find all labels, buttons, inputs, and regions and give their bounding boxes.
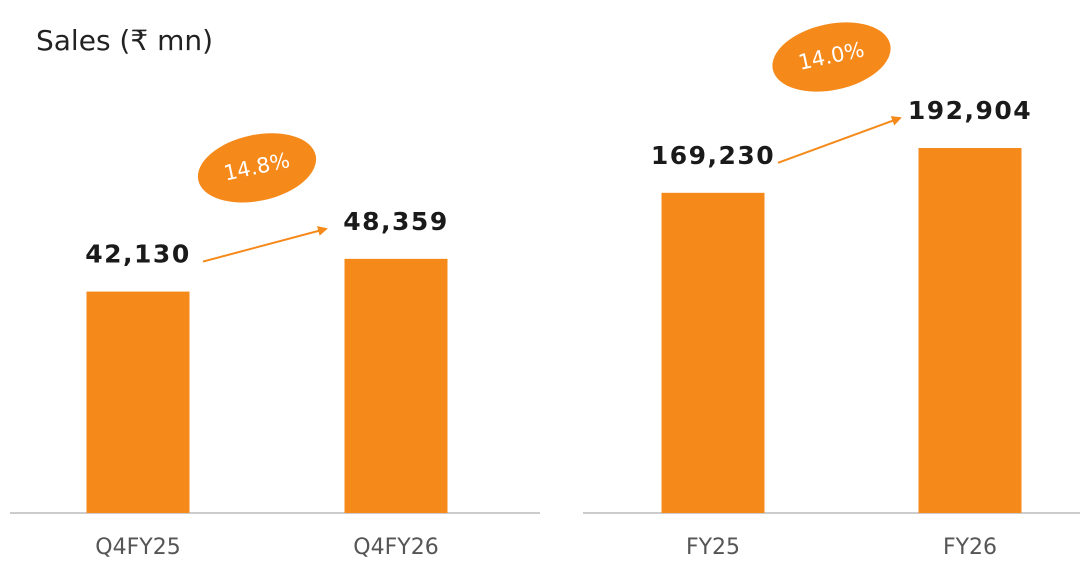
x-tick-label: FY26: [943, 535, 997, 560]
value-label: 192,904: [908, 96, 1032, 125]
bar: [86, 291, 190, 513]
bar: [661, 192, 765, 513]
growth-arrow: [777, 116, 902, 164]
bar: [918, 148, 1022, 513]
x-tick-label: Q4FY26: [353, 535, 438, 560]
x-tick-label: Q4FY25: [95, 535, 180, 560]
bar: [344, 258, 448, 513]
value-label: 42,130: [85, 240, 190, 269]
value-label: 48,359: [343, 207, 448, 236]
growth-badge: [772, 22, 891, 92]
x-tick-label: FY25: [686, 535, 740, 560]
growth-arrow: [202, 226, 328, 263]
chart-title: Sales (₹ mn): [36, 24, 213, 57]
value-label: 169,230: [651, 141, 775, 170]
growth-badge: [197, 133, 317, 203]
